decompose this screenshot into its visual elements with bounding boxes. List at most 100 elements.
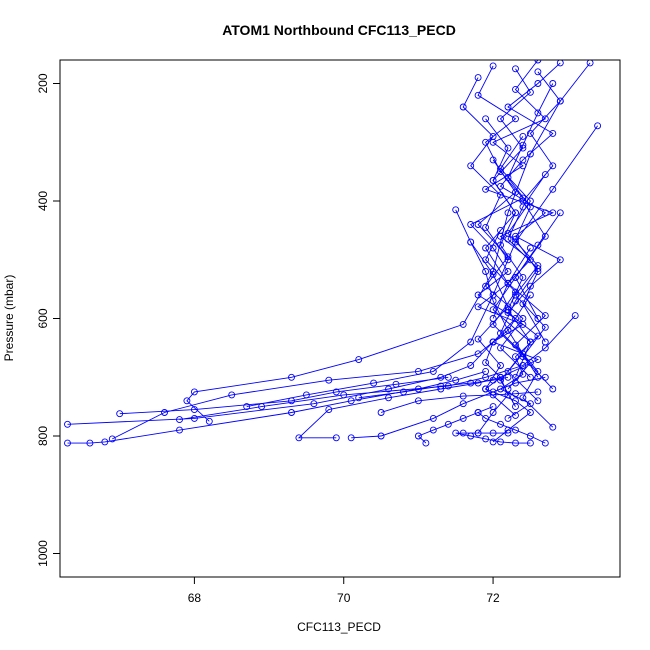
data-point [422, 439, 430, 447]
data-point [504, 303, 512, 311]
data-point [526, 88, 534, 96]
data-point [414, 397, 422, 405]
data-point [474, 429, 482, 437]
data-point [526, 409, 534, 416]
series-line [462, 77, 509, 261]
data-point [512, 273, 519, 281]
data-point [474, 379, 482, 387]
series-line [470, 241, 516, 416]
data-point [534, 80, 542, 87]
series-line [186, 62, 591, 422]
data-point [482, 223, 490, 231]
data-point [482, 185, 490, 193]
data-point [534, 367, 542, 375]
data-point [526, 150, 534, 158]
series-30 [377, 388, 542, 416]
series-29 [355, 373, 512, 402]
data-point [452, 376, 460, 384]
data-point [526, 129, 534, 137]
data-point [504, 429, 512, 437]
data-point [332, 434, 340, 442]
data-point [482, 115, 490, 123]
data-point [504, 103, 512, 111]
data-point [497, 438, 504, 446]
data-point [325, 376, 333, 384]
data-point [512, 341, 519, 349]
series-4 [183, 60, 594, 425]
data-point [534, 397, 542, 405]
data-point [534, 315, 542, 322]
series-26 [489, 209, 564, 405]
data-point [377, 409, 385, 416]
series-line [499, 174, 546, 390]
data-point [504, 235, 512, 243]
data-point [512, 390, 519, 398]
series-8 [64, 338, 497, 428]
data-point [526, 359, 534, 367]
data-point [467, 221, 475, 228]
data-point [541, 115, 549, 123]
data-point [392, 380, 400, 388]
data-point [489, 270, 497, 278]
data-point [429, 367, 437, 375]
data-point [512, 209, 519, 217]
data-point [541, 323, 549, 331]
data-point [482, 414, 490, 422]
data-point [519, 394, 527, 402]
data-point [556, 209, 564, 217]
data-point [534, 109, 542, 117]
y-tick-label: 200 [36, 73, 50, 93]
series-line [119, 376, 449, 415]
data-point [541, 312, 549, 320]
data-point [444, 373, 452, 381]
data-point [571, 312, 579, 320]
data-point [519, 315, 527, 322]
data-point [400, 388, 407, 396]
data-point [64, 439, 71, 447]
data-point [497, 362, 504, 369]
y-tick-label: 1000 [36, 540, 50, 567]
data-point [459, 392, 467, 400]
data-point [497, 115, 504, 123]
data-point [370, 379, 378, 387]
data-point [497, 226, 504, 234]
data-point [482, 268, 490, 275]
data-point [489, 438, 497, 446]
data-point [519, 203, 527, 211]
data-point [452, 206, 460, 214]
data-point [519, 141, 527, 149]
data-point [541, 338, 549, 346]
series-15 [474, 403, 549, 447]
data-point [489, 338, 497, 346]
series-line [67, 341, 494, 425]
y-tick-label: 400 [36, 191, 50, 211]
series-24 [497, 171, 549, 393]
data-point [459, 414, 467, 422]
data-point [295, 434, 303, 442]
data-point [519, 273, 527, 281]
series-line [455, 432, 531, 444]
data-point [534, 332, 542, 340]
y-tick-label: 600 [36, 308, 50, 328]
data-point [467, 362, 475, 369]
data-point [116, 410, 124, 418]
data-point [526, 432, 534, 440]
data-point [526, 373, 534, 381]
data-point [482, 359, 490, 367]
data-point [64, 420, 71, 428]
data-point [429, 426, 437, 434]
data-point [504, 373, 512, 381]
data-point [467, 432, 475, 440]
series-13 [414, 409, 482, 447]
data-point [504, 414, 512, 422]
data-point [288, 373, 295, 381]
data-point [489, 403, 497, 411]
data-point [526, 282, 534, 290]
y-axis-label: Pressure (mbar) [2, 275, 16, 362]
data-point [467, 338, 475, 346]
data-point [385, 394, 392, 402]
data-point [534, 388, 542, 396]
data-point [459, 103, 467, 111]
data-point [519, 300, 527, 308]
data-point [414, 432, 422, 440]
